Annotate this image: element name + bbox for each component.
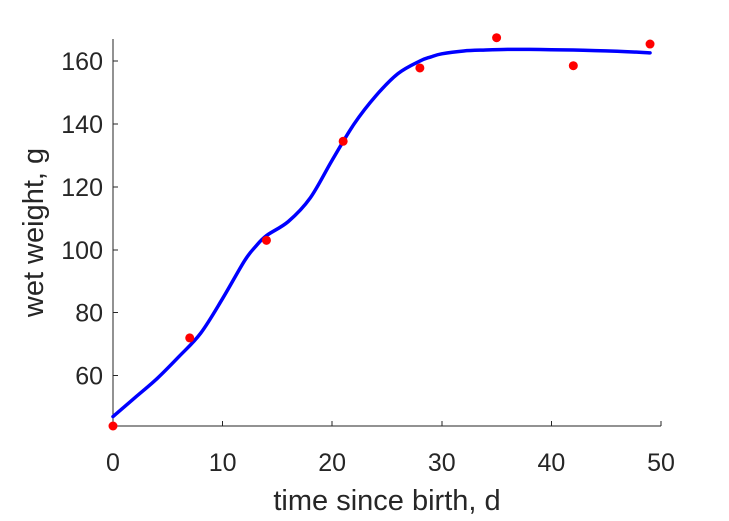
x-tick-label: 10 [209, 449, 237, 477]
fit-curve [111, 47, 652, 419]
x-tick-label: 0 [106, 449, 120, 477]
x-axis-label: time since birth, d [273, 485, 500, 517]
y-tick-label: 80 [75, 300, 103, 328]
y-tick-label: 120 [61, 174, 103, 202]
data-point [568, 61, 578, 71]
data-point [492, 33, 502, 43]
y-tick-label: 160 [61, 48, 103, 76]
x-axis: 0 10 20 30 40 50 [106, 421, 675, 477]
x-tick-label: 40 [537, 449, 565, 477]
y-axis-label: wet weight, g [18, 148, 50, 318]
x-tick-label: 50 [647, 449, 675, 477]
data-point [261, 235, 271, 245]
y-axis: 60 80 100 120 140 160 [61, 39, 118, 426]
data-point [338, 136, 348, 146]
data-point [108, 421, 118, 431]
data-point [185, 333, 195, 343]
data-point [645, 39, 655, 49]
y-tick-label: 140 [61, 111, 103, 139]
y-tick-label: 100 [61, 237, 103, 265]
data-point [415, 63, 425, 73]
series-layer [108, 33, 655, 431]
y-tick-label: 60 [75, 363, 103, 391]
x-tick-label: 20 [318, 449, 346, 477]
x-tick-label: 30 [428, 449, 456, 477]
